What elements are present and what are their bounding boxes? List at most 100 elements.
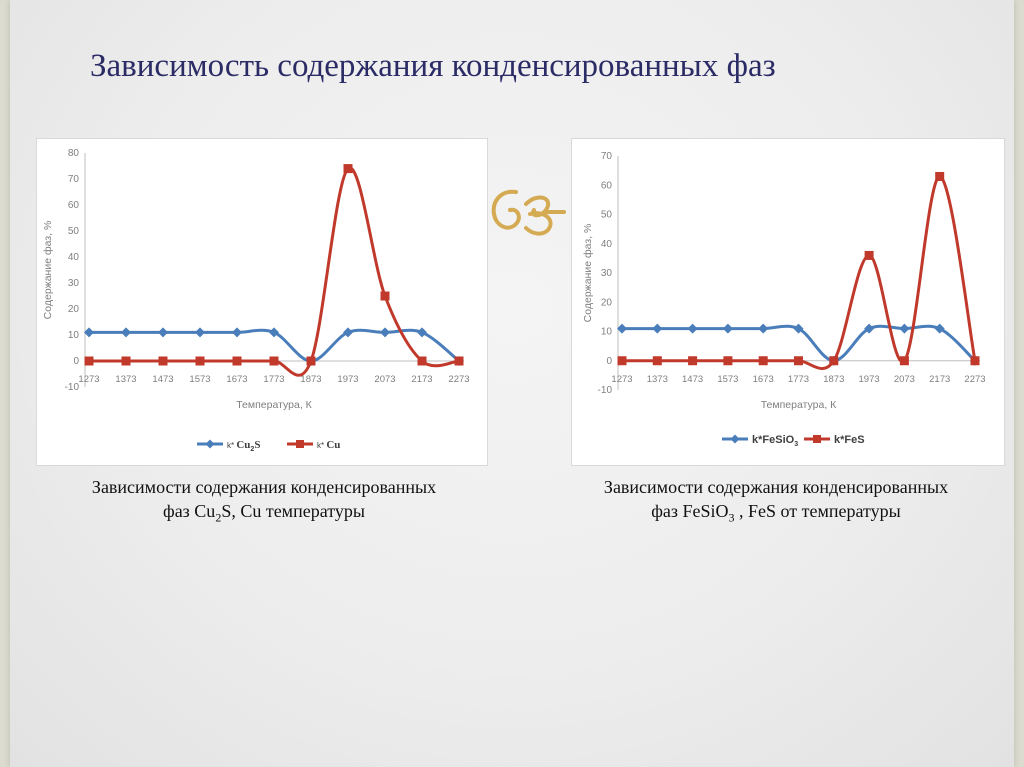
left-legend-label-0: k* Cu2S [227, 439, 260, 453]
caption-left-line2-post: S, Cu температуры [221, 501, 365, 521]
left-y-tick-label: 80 [68, 148, 80, 159]
left-series-point-1 [121, 356, 131, 366]
left-series-point-0 [84, 327, 94, 338]
left-series-point-0 [417, 327, 427, 338]
right-y-tick-label: 0 [606, 356, 612, 367]
left-y-tick-label: 20 [68, 304, 80, 315]
left-series-point-1 [158, 356, 168, 366]
left-series-point-1 [84, 356, 94, 366]
right-y-tick-label: 30 [601, 268, 613, 279]
caption-left: Зависимости содержания конденсированных … [34, 475, 494, 530]
chart-fesio3-fes: -10 0 10 20 30 40 50 60 70 1273 1373 1473 1573 1673 17… [571, 138, 1005, 466]
left-x-tick-label: 2273 [448, 374, 469, 385]
chart-fesio3-fes-svg: -10 0 10 20 30 40 50 60 70 1273 1373 1473 1573 1673 17… [582, 151, 986, 448]
right-series-point-1 [688, 356, 698, 366]
right-x-tick-label: 2273 [964, 374, 985, 385]
left-legend-marker-0 [205, 439, 215, 449]
slide: Зависимость содержания конденсированных … [10, 0, 1014, 767]
left-series-point-0 [158, 327, 168, 338]
right-series-line-1 [622, 174, 977, 370]
left-x-tick-label: 1473 [152, 374, 173, 385]
right-series-point-1 [829, 356, 839, 366]
left-x-tick-label: 1973 [337, 374, 358, 385]
right-x-tick-label: 1973 [859, 374, 880, 385]
left-y-tick-label: 50 [68, 226, 80, 237]
right-x-tick-label: 1873 [823, 374, 844, 385]
left-x-tick-label: 1673 [226, 374, 247, 385]
right-series-point-0 [722, 323, 733, 334]
right-x-tick-label: 1273 [611, 374, 632, 385]
right-series-point-0 [617, 323, 627, 334]
right-x-axis-label: Температура, К [761, 399, 837, 411]
right-y-axis-label: Содержание фаз, % [582, 224, 594, 323]
caption-left-line2-sub: 2 [215, 510, 222, 525]
left-series-point-1 [417, 356, 427, 366]
left-series-point-1 [343, 164, 353, 174]
left-series-point-0 [343, 327, 353, 338]
right-x-tick-label: 1473 [682, 374, 703, 385]
right-series-point-1 [652, 356, 662, 366]
right-legend-marker-1 [813, 435, 821, 443]
slide-title: Зависимость содержания конденсированных … [90, 48, 776, 84]
left-y-tick-label: 70 [68, 174, 80, 185]
ornate-swash-ornament-icon [491, 189, 566, 236]
right-legend-marker-0 [730, 434, 740, 444]
left-y-tick-label: 0 [73, 356, 79, 367]
right-series-point-1 [970, 356, 980, 366]
left-x-tick-label: 1273 [78, 374, 99, 385]
right-y-tick-label: 50 [601, 210, 613, 221]
caption-left-line2-pre: фаз Cu [163, 501, 216, 521]
right-series-point-0 [758, 323, 769, 334]
left-series-point-1 [232, 356, 242, 366]
left-legend-label-1: k* Cu [317, 439, 340, 451]
right-series-point-1 [864, 250, 874, 260]
left-x-tick-label: 1873 [300, 374, 321, 385]
right-x-tick-label: 2173 [929, 374, 950, 385]
left-series-point-0 [121, 327, 131, 338]
left-series-point-1 [269, 356, 279, 366]
left-series-point-0 [269, 327, 279, 338]
left-x-tick-label: 2073 [374, 374, 395, 385]
left-y-tick-label: 60 [68, 200, 80, 211]
right-y-tick-label: 20 [601, 297, 613, 308]
left-x-tick-label: 2173 [411, 374, 432, 385]
right-y-tick-label: -10 [598, 385, 613, 396]
right-y-tick-label: 40 [601, 239, 613, 250]
left-series-point-0 [195, 327, 205, 338]
right-series-point-1 [935, 171, 945, 181]
caption-right-line1: Зависимости содержания конденсированных [603, 477, 949, 497]
left-series-point-1 [380, 291, 390, 301]
left-legend-marker-1 [296, 440, 304, 448]
right-series-point-1 [758, 356, 768, 366]
left-series-line-1 [89, 166, 460, 377]
caption-right-line2-pre: фаз FeSiO [651, 501, 729, 521]
caption-right-line2-sub: 3 [728, 510, 735, 525]
right-x-tick-label: 1773 [788, 374, 809, 385]
right-series-point-1 [899, 356, 909, 366]
left-y-axis-label: Содержание фаз, % [42, 221, 54, 320]
right-y-tick-label: 70 [601, 151, 613, 162]
right-x-tick-label: 1373 [647, 374, 668, 385]
left-y-tick-label: 30 [68, 278, 80, 289]
right-series-point-0 [864, 323, 875, 334]
caption-left-line1: Зависимости содержания конденсированных [91, 477, 437, 497]
right-legend-label-1: k*FeS [834, 434, 865, 446]
left-y-tick-label: 10 [68, 330, 80, 341]
caption-right-line2-post: , FeS от температуры [734, 501, 901, 521]
left-x-tick-label: 1773 [263, 374, 284, 385]
left-y-tick-label: 40 [68, 252, 80, 263]
right-x-tick-label: 1673 [753, 374, 774, 385]
right-series-point-1 [794, 356, 803, 366]
right-series-point-0 [793, 323, 804, 334]
right-series-point-0 [899, 323, 910, 334]
left-series-point-1 [454, 356, 464, 366]
left-x-tick-label: 1573 [189, 374, 210, 385]
left-x-axis-label: Температура, К [236, 399, 312, 411]
chart-cu2s-cu-svg: -10 0 10 20 30 40 50 60 70 80 1273 1373 1473 1573 1673… [42, 148, 470, 453]
left-series-point-1 [195, 356, 205, 366]
right-y-tick-label: 60 [601, 180, 613, 191]
right-series-point-0 [652, 323, 663, 334]
right-legend-label-0: k*FeSiO3 [752, 434, 798, 448]
right-y-tick-label: 10 [601, 327, 613, 338]
left-y-tick-label: -10 [65, 382, 80, 393]
